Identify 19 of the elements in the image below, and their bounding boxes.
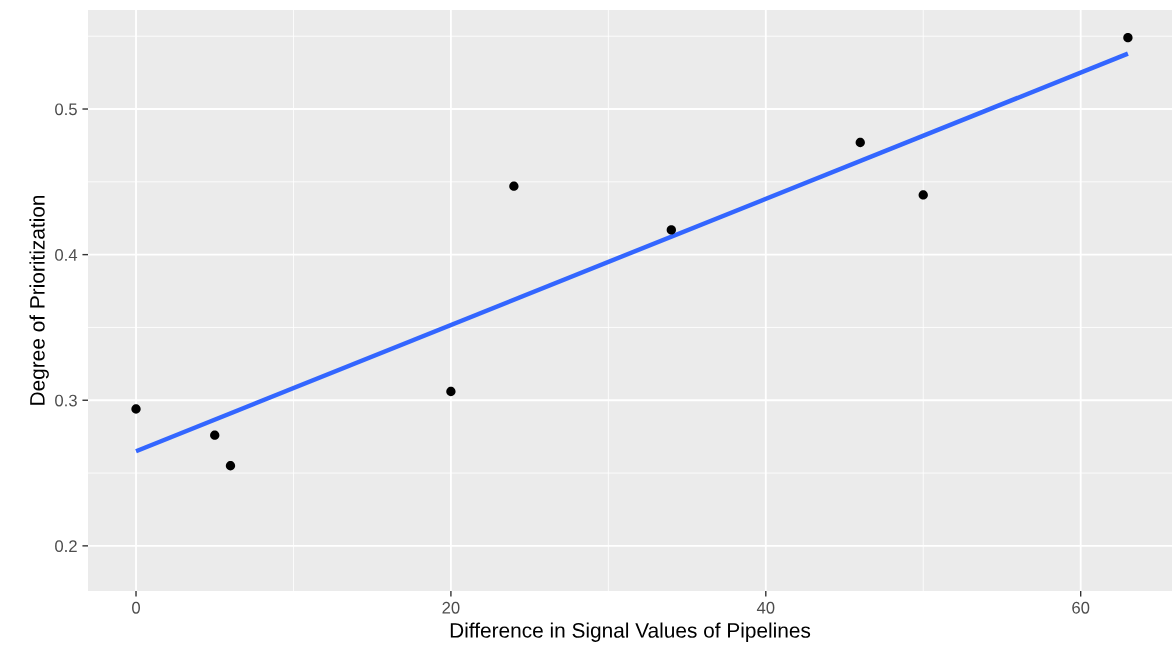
point bbox=[918, 190, 928, 200]
y-tick-label: 0.2 bbox=[55, 540, 77, 553]
point bbox=[1123, 33, 1133, 43]
point bbox=[855, 137, 865, 148]
point bbox=[210, 430, 220, 440]
point bbox=[446, 386, 456, 397]
point bbox=[131, 404, 141, 414]
x-tick-label: 60 bbox=[1072, 601, 1090, 614]
point bbox=[225, 461, 236, 471]
y-tick-label: 0.5 bbox=[55, 103, 77, 116]
y-axis-title: Degree of Prioritization bbox=[29, 195, 49, 405]
x-tick-label: 0 bbox=[132, 601, 140, 614]
x-axis-title: Difference in Signal Values of Pipelines bbox=[450, 622, 811, 642]
point bbox=[666, 225, 676, 235]
point bbox=[509, 181, 519, 191]
y-tick-label: 0.3 bbox=[55, 394, 77, 407]
x-tick-label: 40 bbox=[756, 601, 775, 614]
x-tick-label: 20 bbox=[442, 601, 460, 614]
y-tick-label: 0.4 bbox=[55, 249, 78, 261]
